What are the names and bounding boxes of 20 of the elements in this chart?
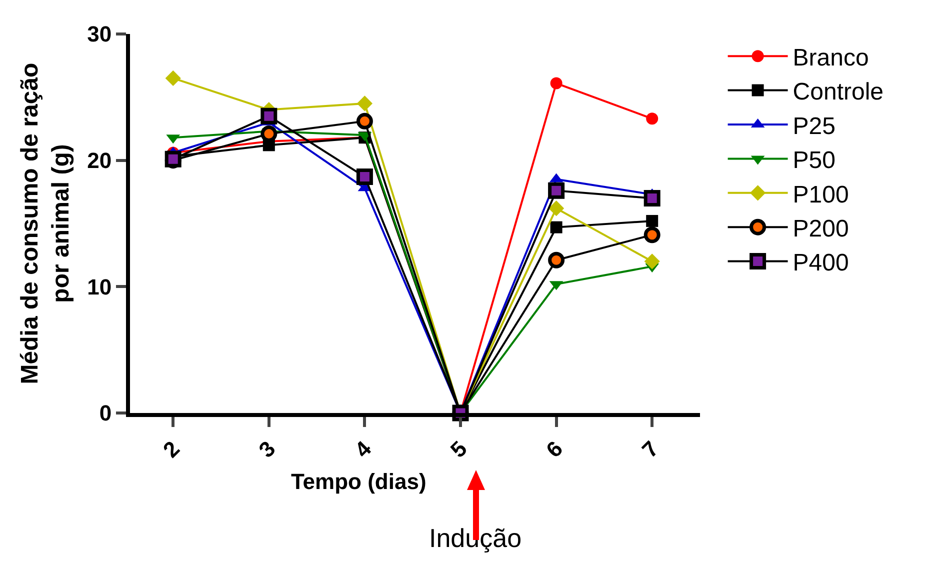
text: Indução: [429, 523, 522, 553]
x-axis-title: Tempo (dias): [291, 469, 426, 494]
x-tick-label: 2: [158, 436, 184, 462]
y-tick-label: 0: [99, 400, 112, 426]
legend-label: P100: [792, 181, 849, 208]
x-tick-label: 7: [637, 436, 664, 462]
legend-label: P50: [792, 147, 836, 174]
y-tick-label: 10: [87, 274, 112, 300]
legend-label: P200: [792, 215, 849, 242]
x-tick-label: 4: [350, 436, 377, 462]
x-tick-label: 3: [254, 436, 280, 462]
legend-label: Controle: [792, 78, 884, 106]
legend-label: P400: [792, 250, 849, 277]
x-tick-label: 5: [445, 436, 472, 462]
y-tick-label: 30: [87, 22, 112, 47]
y-axis-title: Média de consumo de ração por animal (g): [16, 62, 75, 384]
y-tick-label: 20: [87, 148, 112, 174]
legend-label: P25: [792, 112, 836, 140]
legend-label: Branco: [792, 44, 869, 72]
x-tick-label: 6: [541, 436, 568, 462]
